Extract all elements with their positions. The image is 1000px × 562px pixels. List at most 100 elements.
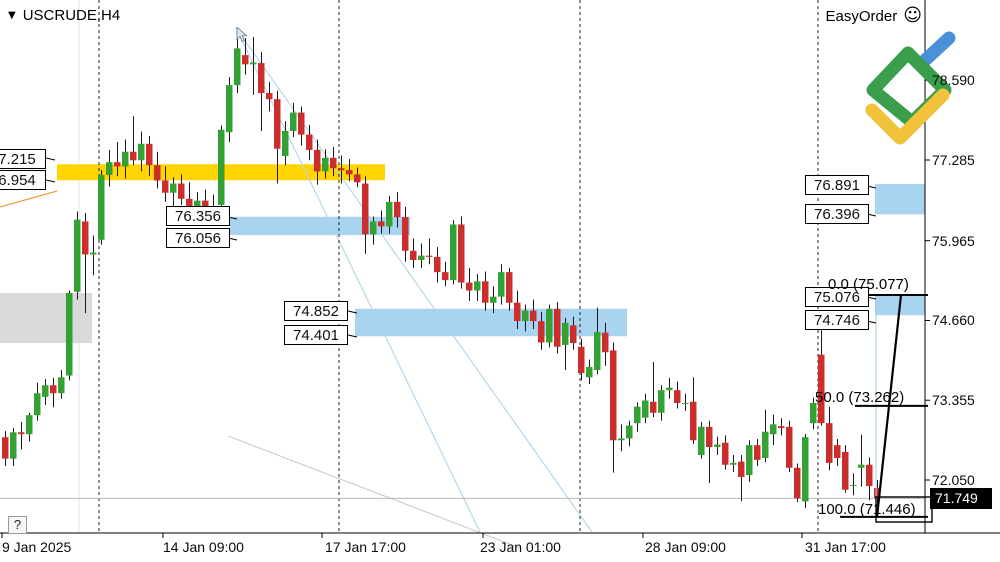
candle-bear bbox=[50, 385, 57, 394]
price-level-label[interactable]: 6.954 bbox=[0, 170, 46, 190]
symbol-text: USCRUDE,H4 bbox=[22, 7, 121, 24]
candle-bull bbox=[858, 464, 865, 468]
candle-bull bbox=[10, 432, 17, 459]
price-level-label[interactable]: 76.891 bbox=[805, 175, 869, 195]
label-connector bbox=[347, 334, 358, 338]
candle-bear bbox=[274, 99, 281, 149]
candle-bull bbox=[322, 157, 329, 172]
candle-bull bbox=[370, 221, 377, 235]
candle-bear bbox=[874, 487, 881, 499]
candle-bull bbox=[658, 390, 665, 413]
candle-bear bbox=[330, 157, 337, 169]
candle-bull bbox=[770, 424, 777, 435]
candle-bear bbox=[202, 200, 209, 208]
candle-bear bbox=[538, 321, 545, 343]
candle-bear bbox=[354, 174, 361, 183]
candle-bull bbox=[626, 425, 633, 439]
candle-bear bbox=[506, 272, 513, 303]
candle-bull bbox=[98, 174, 105, 240]
price-level-label[interactable]: 7.215 bbox=[0, 149, 46, 169]
candle-bear bbox=[650, 401, 657, 413]
candle-bear bbox=[754, 445, 761, 460]
candle-bear bbox=[778, 426, 785, 429]
trendline-3 bbox=[0, 190, 58, 208]
candle-bull bbox=[74, 219, 81, 292]
candle-bull bbox=[34, 393, 41, 416]
candle-bull bbox=[138, 143, 145, 161]
candle-bear bbox=[154, 165, 161, 181]
help-button[interactable]: ? bbox=[8, 516, 27, 534]
candle-bull bbox=[594, 332, 601, 370]
price-level-label[interactable]: 74.852 bbox=[284, 301, 348, 321]
candle-bear bbox=[602, 332, 609, 353]
candle-bear bbox=[482, 281, 489, 303]
trendline-1 bbox=[235, 27, 593, 533]
candle-bear bbox=[162, 180, 169, 193]
candle-bull bbox=[730, 462, 737, 465]
candle-bull bbox=[562, 322, 569, 345]
fib-level-label: 50.0 (73.262) bbox=[815, 389, 905, 406]
candle-bull bbox=[90, 252, 97, 255]
price-level-label[interactable]: 75.076 bbox=[805, 287, 869, 307]
broker-logo-icon bbox=[865, 31, 956, 145]
candle-bear bbox=[442, 272, 449, 281]
price-level-label[interactable]: 74.746 bbox=[805, 310, 869, 330]
candle-bear bbox=[306, 134, 313, 150]
candle-bear bbox=[458, 224, 465, 283]
candle-bear bbox=[242, 55, 249, 65]
candle-bear bbox=[314, 149, 321, 172]
candle-bear bbox=[818, 354, 825, 424]
price-level-label[interactable]: 76.056 bbox=[166, 228, 230, 248]
price-level-label[interactable]: 76.396 bbox=[805, 204, 869, 224]
fib-handle-box bbox=[875, 496, 933, 523]
candle-bear bbox=[338, 168, 345, 171]
price-level-label[interactable]: 74.401 bbox=[284, 325, 348, 345]
time-axis-label: 14 Jan 09:00 bbox=[163, 539, 244, 555]
candle-bull bbox=[666, 387, 673, 391]
candle-bull bbox=[490, 296, 497, 303]
candle-bull bbox=[546, 308, 553, 343]
price-level-label[interactable]: 76.356 bbox=[166, 206, 230, 226]
candle-bull bbox=[498, 272, 505, 297]
candle-bear bbox=[346, 170, 353, 175]
candle-bull bbox=[194, 200, 201, 208]
candle-bear bbox=[82, 221, 89, 255]
candle-bull bbox=[714, 444, 721, 447]
candle-bear bbox=[674, 390, 681, 403]
candle-bear bbox=[18, 432, 25, 435]
candle-bull bbox=[698, 426, 705, 455]
candle-bear bbox=[530, 310, 537, 322]
candle-bull bbox=[58, 377, 65, 394]
candle-bear bbox=[426, 255, 433, 257]
candle-bull bbox=[746, 445, 753, 476]
candle-bull bbox=[850, 484, 857, 486]
candle-bull bbox=[250, 62, 257, 65]
price-axis-label: 74.660 bbox=[932, 312, 975, 329]
candle-bull bbox=[290, 112, 297, 131]
candle-bear bbox=[578, 346, 585, 374]
symbol-label: ▼ USCRUDE,H4 bbox=[8, 7, 120, 24]
candle-bull bbox=[682, 402, 689, 404]
candle-bear bbox=[394, 201, 401, 218]
candle-bear bbox=[410, 250, 417, 260]
candle-bear bbox=[514, 302, 521, 322]
candle-bear bbox=[2, 437, 9, 459]
candle-bear bbox=[266, 93, 273, 100]
candle-bear bbox=[738, 461, 745, 477]
candle-bear bbox=[178, 183, 185, 199]
chevron-down-icon[interactable]: ▼ bbox=[8, 10, 16, 21]
time-axis-label: 17 Jan 17:00 bbox=[325, 539, 406, 555]
fib-level-label: 0.0 (75.077) bbox=[828, 276, 909, 293]
candle-bear bbox=[378, 221, 385, 227]
time-axis-label: 9 Jan 2025 bbox=[2, 539, 72, 555]
candle-bear bbox=[186, 198, 193, 208]
label-connector bbox=[347, 310, 358, 314]
time-axis-label: 31 Jan 17:00 bbox=[805, 539, 886, 555]
candle-bull bbox=[66, 292, 73, 376]
candle-bear bbox=[434, 256, 441, 273]
label-connector bbox=[45, 157, 56, 161]
candle-bull bbox=[26, 415, 33, 435]
trendline-2 bbox=[227, 435, 521, 549]
candle-bull bbox=[474, 281, 481, 291]
